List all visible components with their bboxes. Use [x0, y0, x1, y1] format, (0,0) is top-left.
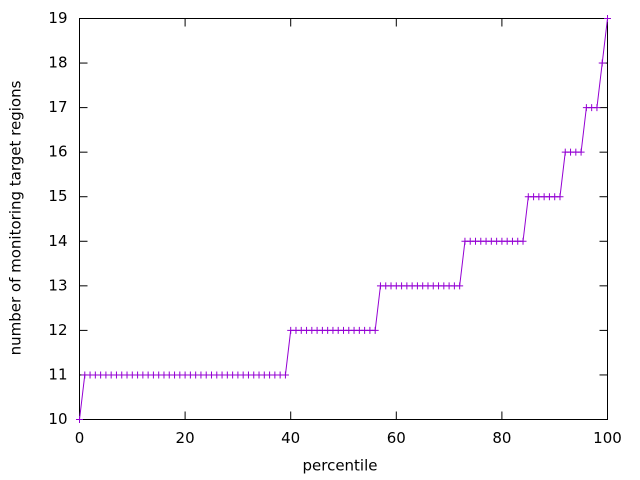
y-tick-label: 17: [48, 98, 67, 116]
data-point: [593, 104, 601, 112]
data-point: [281, 371, 289, 379]
y-tick-label: 12: [48, 321, 67, 339]
x-tick-label: 40: [281, 429, 300, 447]
x-tick-label: 80: [492, 429, 511, 447]
y-tick-label: 18: [48, 54, 67, 72]
x-tick-label: 20: [176, 429, 195, 447]
x-tick-label: 60: [387, 429, 406, 447]
data-point: [456, 282, 464, 290]
y-axis-label: number of monitoring target regions: [7, 80, 25, 355]
y-tick-label: 14: [48, 232, 67, 250]
data-line: [79, 18, 608, 420]
data-point: [598, 59, 606, 67]
y-tick-label: 11: [48, 365, 67, 383]
y-tick-label: 10: [48, 410, 67, 428]
data-point: [371, 326, 379, 334]
data-point: [519, 237, 527, 245]
x-tick-label: 0: [75, 429, 85, 447]
y-tick-label: 15: [48, 187, 67, 205]
y-tick-label: 13: [48, 276, 67, 294]
y-tick-label: 19: [48, 9, 67, 27]
x-tick-label: 100: [593, 429, 622, 447]
data-point: [577, 148, 585, 156]
y-tick-label: 16: [48, 143, 67, 161]
plot-border: [79, 18, 608, 420]
x-axis-label: percentile: [302, 457, 377, 475]
data-point: [76, 416, 83, 423]
data-point: [604, 15, 611, 22]
data-point: [556, 193, 564, 201]
